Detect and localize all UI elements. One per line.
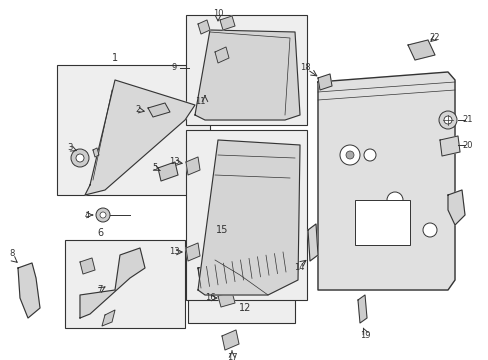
Polygon shape <box>80 248 145 318</box>
Text: 5: 5 <box>152 163 157 172</box>
Text: 13: 13 <box>168 158 179 166</box>
Text: 10: 10 <box>212 9 223 18</box>
Text: 8: 8 <box>9 248 15 257</box>
Circle shape <box>96 208 110 222</box>
Bar <box>65 240 184 328</box>
Polygon shape <box>317 72 454 290</box>
Circle shape <box>346 151 353 159</box>
Polygon shape <box>447 190 464 225</box>
Polygon shape <box>158 162 178 181</box>
Polygon shape <box>93 148 99 157</box>
Polygon shape <box>218 292 235 307</box>
Text: 21: 21 <box>462 116 472 125</box>
Circle shape <box>339 145 359 165</box>
Bar <box>57 65 209 195</box>
Polygon shape <box>357 295 366 323</box>
Polygon shape <box>185 157 200 175</box>
Bar <box>187 238 294 323</box>
Polygon shape <box>102 310 115 326</box>
Polygon shape <box>195 30 299 120</box>
Text: 17: 17 <box>226 354 237 360</box>
Polygon shape <box>148 103 170 117</box>
Text: 9: 9 <box>171 63 176 72</box>
Text: 22: 22 <box>429 33 439 42</box>
Polygon shape <box>185 243 200 261</box>
Circle shape <box>363 149 375 161</box>
Circle shape <box>386 192 402 208</box>
Text: 20: 20 <box>462 140 472 149</box>
Polygon shape <box>215 47 228 63</box>
Polygon shape <box>222 330 239 350</box>
Text: 15: 15 <box>215 225 228 235</box>
Text: 4: 4 <box>84 211 89 220</box>
Text: 12: 12 <box>238 303 251 313</box>
Text: 18: 18 <box>299 63 310 72</box>
Polygon shape <box>439 136 459 156</box>
Circle shape <box>443 116 451 124</box>
Polygon shape <box>407 40 434 60</box>
Polygon shape <box>80 258 95 274</box>
Polygon shape <box>317 74 331 90</box>
Polygon shape <box>198 252 285 288</box>
Polygon shape <box>85 80 195 195</box>
Text: 13: 13 <box>168 248 179 256</box>
Polygon shape <box>220 16 235 30</box>
Text: 16: 16 <box>204 293 215 302</box>
Polygon shape <box>198 20 209 34</box>
Text: 3: 3 <box>67 144 73 153</box>
Text: 1: 1 <box>112 53 118 63</box>
Circle shape <box>76 154 84 162</box>
Text: 14: 14 <box>293 264 304 273</box>
Polygon shape <box>18 263 40 318</box>
Circle shape <box>71 149 89 167</box>
Polygon shape <box>307 224 317 261</box>
Bar <box>185 15 306 125</box>
Circle shape <box>100 212 106 218</box>
Bar <box>185 130 306 300</box>
Polygon shape <box>198 140 299 295</box>
Text: 19: 19 <box>359 330 369 339</box>
Circle shape <box>422 223 436 237</box>
Circle shape <box>438 111 456 129</box>
Text: 11: 11 <box>194 98 205 107</box>
Bar <box>354 200 409 245</box>
Text: 7: 7 <box>97 285 102 294</box>
Text: 2: 2 <box>135 105 141 114</box>
Text: 6: 6 <box>97 228 103 238</box>
